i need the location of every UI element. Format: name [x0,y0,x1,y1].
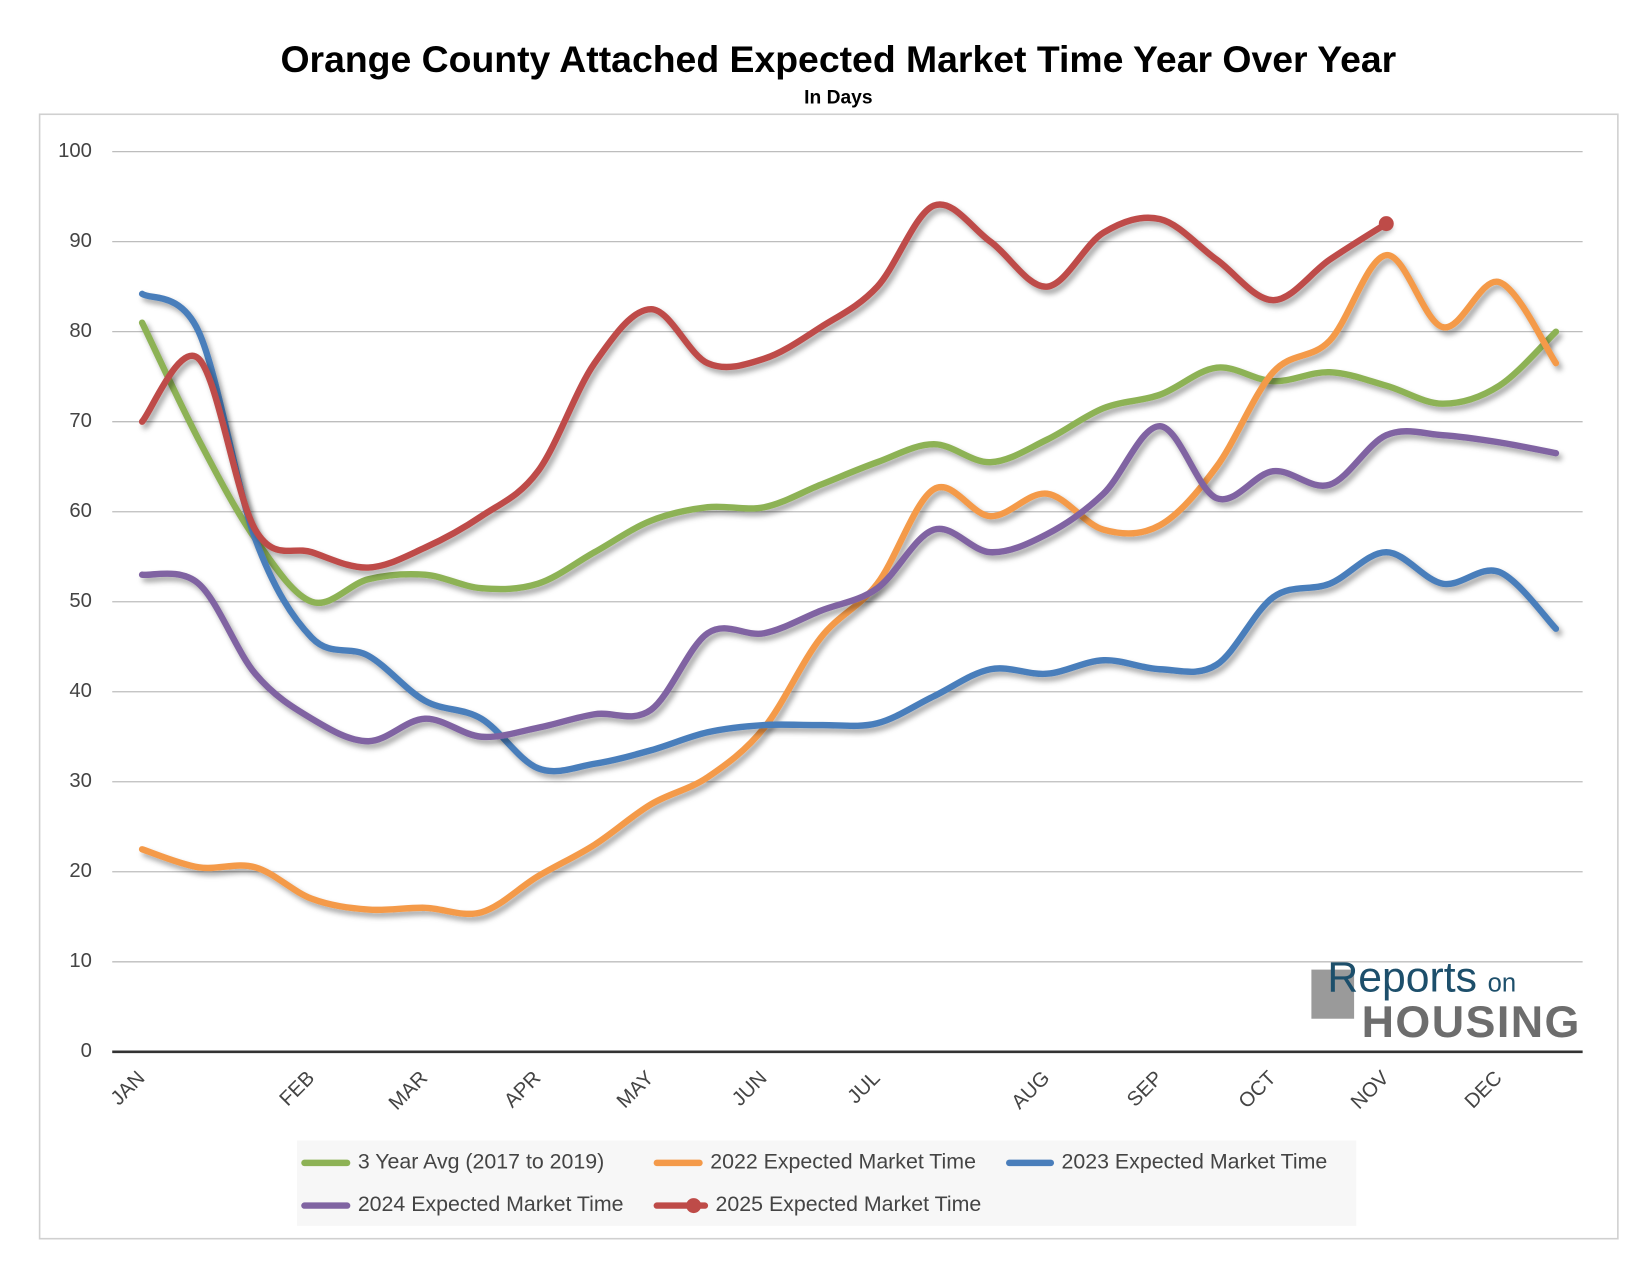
y-tick-label: 30 [69,770,92,792]
y-tick-label: 80 [69,320,92,342]
legend-marker [686,1198,702,1214]
y-tick-label: 0 [81,1040,92,1062]
logo-brand: Reports [1327,954,1477,1002]
y-tick-label: 60 [69,500,92,522]
y-tick-label: 20 [69,860,92,882]
chart-title: Orange County Attached Expected Market T… [280,38,1396,80]
y-tick-label: 90 [69,230,92,252]
logo-box [1311,969,1355,1019]
series-line [138,290,1560,775]
legend-label: 2025 Expected Market Time [716,1192,982,1216]
plot-frame [38,113,1619,1240]
series-line [138,319,1560,607]
series-line [138,201,1390,571]
legend-label: 3 Year Avg (2017 to 2019) [358,1150,604,1174]
series-marker [1378,216,1394,232]
logo-small: on [1488,969,1517,997]
legend-label: 2022 Expected Market Time [710,1150,976,1174]
y-tick-label: 100 [58,140,92,162]
series-line [138,422,1560,745]
chart-subtitle: In Days [804,87,872,108]
y-tick-label: 40 [69,680,92,702]
legend-box [296,1140,1357,1226]
y-tick-label: 70 [69,410,92,432]
logo-main: HOUSING [1362,996,1580,1047]
logo: Reports on HOUSING [1311,954,1579,1047]
y-tick-label: 10 [69,950,92,972]
y-tick-label: 50 [69,590,92,612]
legend-label: 2024 Expected Market Time [358,1192,624,1216]
legend-label: 2023 Expected Market Time [1062,1150,1328,1174]
series-line [138,251,1560,918]
